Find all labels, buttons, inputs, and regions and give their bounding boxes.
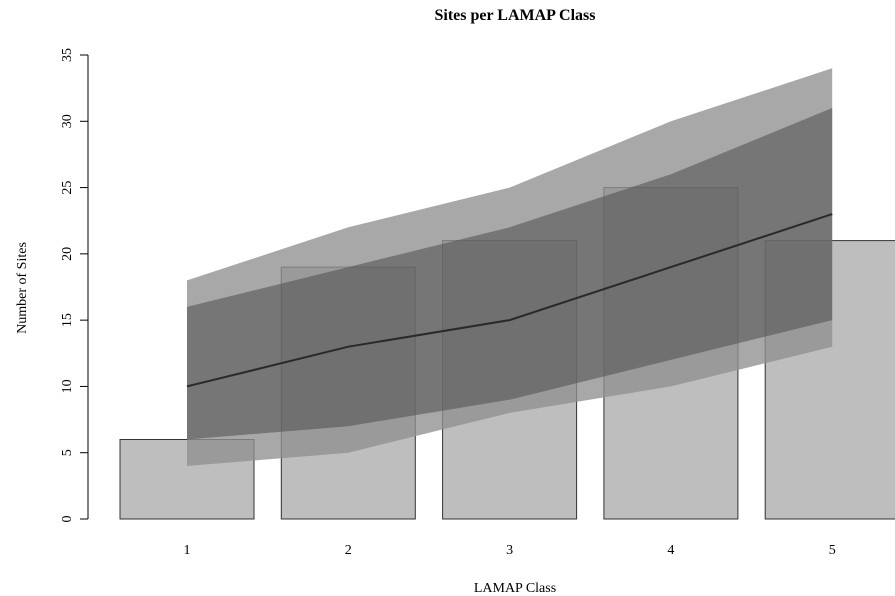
y-axis: 0 5 10 15 20 25 30 35 xyxy=(60,48,89,523)
x-tick-label: 1 xyxy=(184,543,191,558)
y-axis-label: Number of Sites xyxy=(15,242,30,334)
y-tick-label: 30 xyxy=(60,114,75,128)
y-tick-label: 10 xyxy=(60,379,75,393)
y-tick-label: 25 xyxy=(60,181,75,195)
chart-title: Sites per LAMAP Class xyxy=(434,7,595,24)
x-tick-label: 4 xyxy=(667,543,674,558)
x-axis-tick-labels: 1 2 3 4 5 xyxy=(184,543,836,558)
x-axis-label: LAMAP Class xyxy=(474,581,556,596)
expected-line xyxy=(186,213,833,388)
y-tick-label: 5 xyxy=(60,449,75,456)
inner-band xyxy=(187,108,833,440)
x-tick-label: 2 xyxy=(345,543,352,558)
y-tick-label: 0 xyxy=(60,516,75,523)
x-tick-label: 5 xyxy=(829,543,836,558)
y-tick-label: 20 xyxy=(60,247,75,261)
plot-area xyxy=(119,68,895,520)
x-tick-label: 3 xyxy=(506,543,513,558)
y-tick-label: 15 xyxy=(60,313,75,327)
y-tick-label: 35 xyxy=(60,48,75,62)
